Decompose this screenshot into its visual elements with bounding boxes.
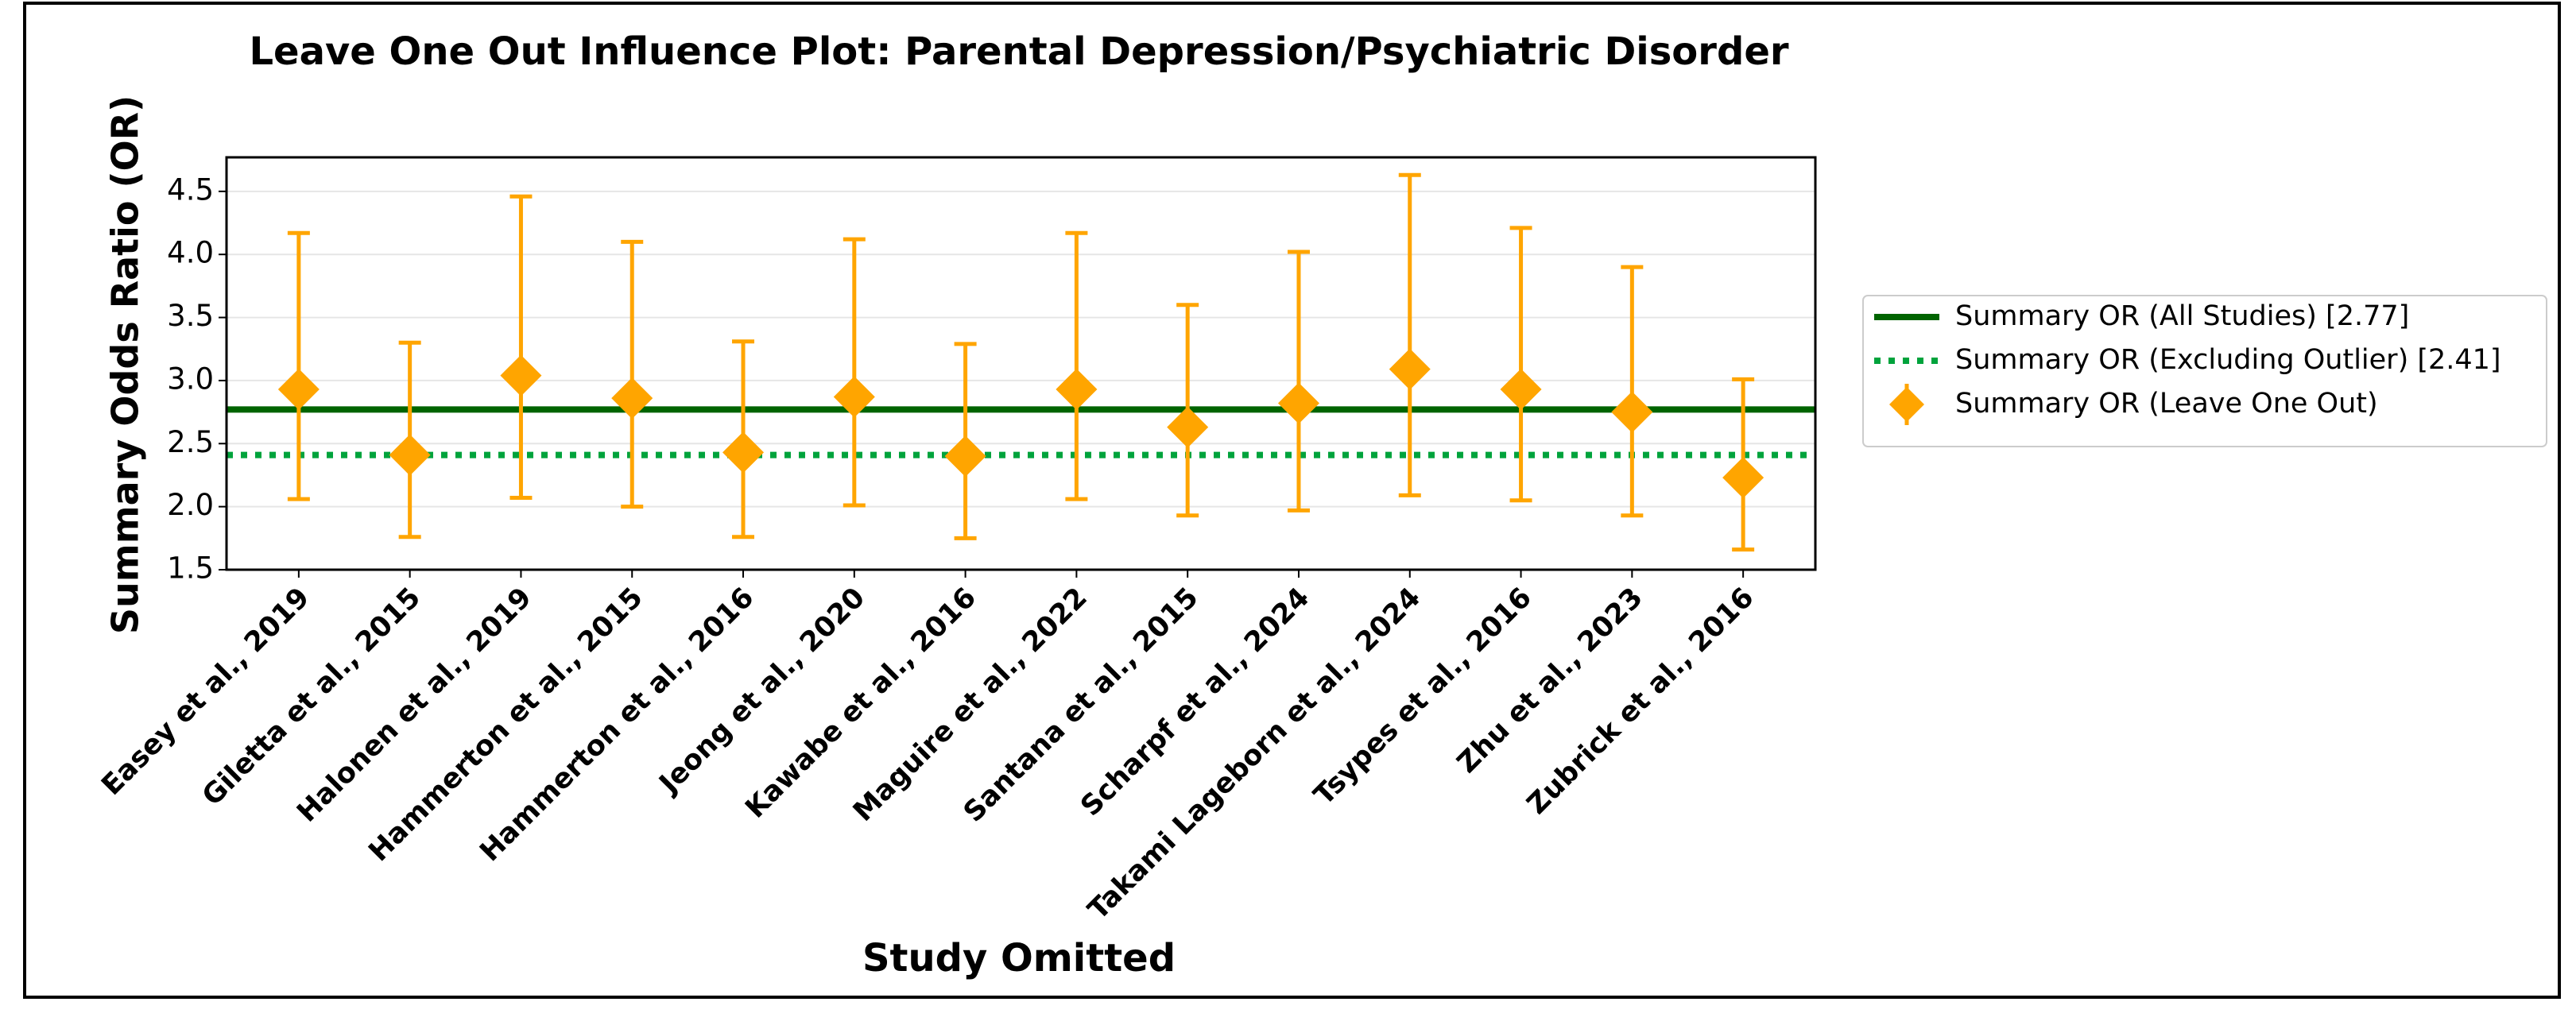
- error-bar: [1065, 230, 1088, 501]
- x-tick-label: Zubrick et al., 2016: [1521, 582, 1761, 821]
- x-tick-label: Kawabe et al., 2016: [739, 582, 982, 825]
- x-tick-label: Santana et al., 2015: [958, 582, 1205, 829]
- marker: [1611, 391, 1653, 433]
- marker: [1056, 369, 1098, 411]
- x-tick-label: Zhu et al., 2023: [1451, 582, 1649, 779]
- error-bar: [1509, 226, 1532, 503]
- error-bar: [509, 194, 533, 501]
- marker: [1277, 382, 1319, 424]
- y-tick-label: 1.5: [167, 551, 214, 586]
- y-tick-label: 3.0: [167, 362, 214, 396]
- legend-label: Summary OR (All Studies) [2.77]: [1955, 300, 2409, 332]
- legend-box: [1862, 295, 2547, 447]
- legend-label: Summary OR (Excluding Outlier) [2.41]: [1955, 344, 2501, 376]
- y-tick-label: 4.0: [167, 236, 214, 270]
- marker: [833, 376, 875, 418]
- x-tick-label: Scharpf et al., 2024: [1075, 582, 1315, 822]
- x-tick-label: Maguire et al., 2022: [847, 582, 1094, 828]
- error-bar: [843, 237, 866, 508]
- plot-frame: [225, 156, 1817, 571]
- y-axis-label: Summary Odds Ratio (OR): [104, 95, 147, 634]
- x-tick-label: Halonen et al., 2019: [291, 582, 538, 829]
- error-bar: [621, 239, 644, 509]
- marker: [277, 369, 320, 411]
- x-tick-label: Tsypes et al., 2016: [1308, 582, 1538, 811]
- legend-label: Summary OR (Leave One Out): [1955, 388, 2378, 420]
- y-tick-label: 2.5: [167, 425, 214, 459]
- marker: [500, 354, 542, 396]
- marker: [1722, 457, 1764, 499]
- chart-title: Leave One Out Influence Plot: Parental D…: [249, 29, 1788, 74]
- legend-swatch: [1889, 387, 1924, 422]
- marker: [944, 435, 986, 478]
- y-tick-label: 2.0: [167, 488, 214, 522]
- frame: [23, 2, 2561, 999]
- error-bar: [1398, 172, 1421, 497]
- marker: [1500, 369, 1542, 411]
- error-bar: [1621, 265, 1644, 518]
- y-tick-label: 4.5: [167, 172, 214, 207]
- marker: [389, 434, 431, 476]
- marker: [1389, 348, 1431, 390]
- marker: [1167, 406, 1209, 448]
- error-bar: [1287, 249, 1310, 512]
- x-tick-label: Giletta et al., 2015: [196, 582, 427, 812]
- marker: [611, 377, 653, 420]
- marker: [722, 431, 765, 474]
- x-axis-label: Study Omitted: [862, 936, 1176, 981]
- error-bar: [287, 230, 310, 501]
- y-tick-label: 3.5: [167, 299, 214, 333]
- x-tick-label: Jeong et al., 2020: [653, 582, 871, 800]
